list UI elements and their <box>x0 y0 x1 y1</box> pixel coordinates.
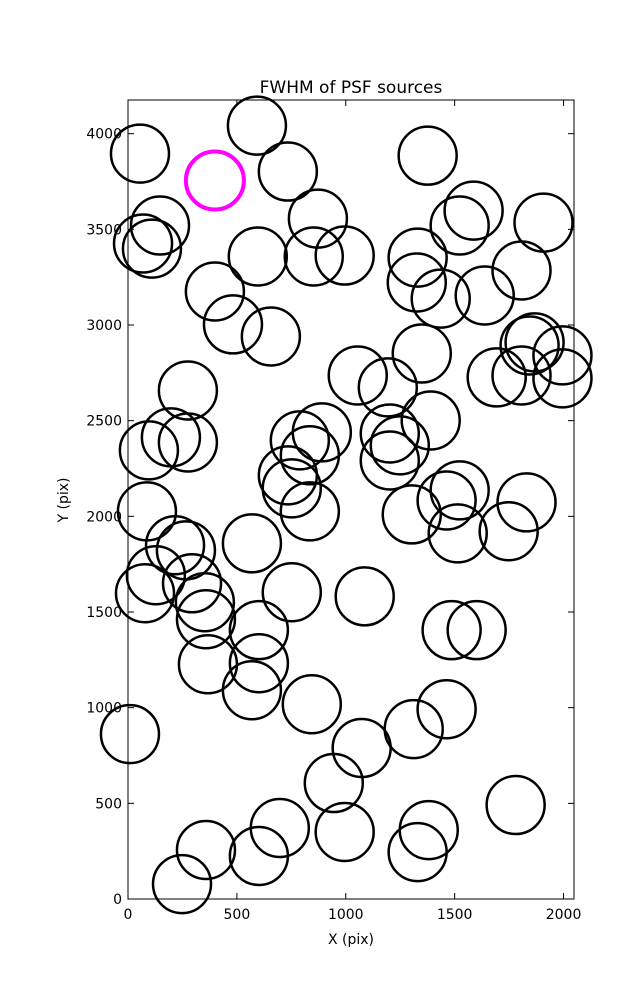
x-tick-label: 2000 <box>546 907 582 923</box>
source-circle <box>421 599 482 661</box>
source-circle <box>357 357 419 418</box>
y-tick-label: 2000 <box>86 509 122 525</box>
source-circle <box>513 192 574 253</box>
source-circle <box>478 501 539 562</box>
source-circle <box>228 825 290 887</box>
source-circle <box>387 227 448 288</box>
y-tick-label: 0 <box>113 892 122 908</box>
source-circle <box>279 425 341 486</box>
source-circle <box>228 599 290 661</box>
source-circle <box>281 673 343 735</box>
source-circle <box>466 347 527 408</box>
source-circle <box>261 562 323 623</box>
source-circle <box>397 125 458 186</box>
source-circle <box>410 268 471 329</box>
source-circle <box>221 660 283 721</box>
source-circle <box>532 348 593 409</box>
source-circle <box>202 294 264 355</box>
source-circle <box>314 225 375 286</box>
source-circle <box>429 460 490 521</box>
x-axis-label: X (pix) <box>328 932 374 948</box>
source-circle <box>157 360 219 421</box>
source-circle <box>183 149 246 212</box>
source-circle <box>314 801 375 863</box>
source-circle <box>391 323 453 384</box>
source-circle <box>184 261 246 322</box>
source-circle <box>485 774 546 836</box>
source-circle <box>387 821 448 883</box>
source-circle <box>443 180 504 241</box>
source-circle <box>121 218 183 279</box>
source-circle <box>327 345 389 406</box>
source-circle <box>228 633 290 694</box>
source-circle <box>334 566 395 627</box>
source-circle <box>446 599 507 661</box>
plot-frame <box>127 99 575 900</box>
source-circle <box>161 553 223 614</box>
source-circle <box>283 226 345 287</box>
source-circle <box>129 195 191 256</box>
source-circle <box>125 545 187 606</box>
y-tick-label: 1500 <box>86 605 122 621</box>
source-circle <box>240 306 302 367</box>
source-circle <box>359 403 421 464</box>
source-circle <box>109 123 171 184</box>
source-circle <box>151 853 213 915</box>
source-circle <box>303 752 365 814</box>
source-circle <box>257 141 319 202</box>
source-circle <box>226 95 288 156</box>
x-tick-label: 0 <box>124 907 133 923</box>
source-circle <box>118 420 180 481</box>
source-circle <box>175 819 237 881</box>
source-circle <box>140 407 202 468</box>
source-circle <box>144 514 206 576</box>
source-circle <box>496 472 557 533</box>
source-circle <box>383 698 444 760</box>
source-circle <box>386 252 448 313</box>
source-circle <box>269 410 331 471</box>
source-circle <box>491 240 552 301</box>
source-circle <box>112 213 174 274</box>
x-tick-label: 1000 <box>328 907 364 923</box>
source-circle <box>499 315 560 376</box>
source-circle <box>369 415 431 476</box>
source-circle <box>175 589 237 650</box>
source-circle <box>398 799 459 861</box>
source-circle <box>221 513 283 574</box>
y-axis-label: Y (pix) <box>56 478 72 524</box>
source-circle <box>429 195 490 256</box>
y-tick-label: 3000 <box>86 318 122 334</box>
source-circle <box>157 412 219 473</box>
chart-title: FWHM of PSF sources <box>260 78 443 98</box>
source-circle <box>279 481 341 542</box>
y-tick-label: 3500 <box>86 222 122 238</box>
source-circle <box>400 390 461 451</box>
source-circle <box>416 678 477 740</box>
x-tick-label: 500 <box>224 907 251 923</box>
source-circle <box>491 345 552 406</box>
source-circle <box>114 563 176 624</box>
x-tick-label: 1500 <box>437 907 473 923</box>
source-circle <box>261 458 323 519</box>
source-circle <box>99 703 161 765</box>
source-circle <box>381 484 443 545</box>
source-circle <box>331 717 392 779</box>
y-tick-label: 500 <box>95 796 122 812</box>
source-circle <box>227 226 289 287</box>
y-tick-label: 2500 <box>86 414 122 430</box>
y-tick-label: 4000 <box>86 127 122 143</box>
y-tick-label: 1000 <box>86 701 122 717</box>
source-circle <box>174 571 236 633</box>
source-circle <box>454 265 515 326</box>
source-circle <box>427 503 488 564</box>
source-circle <box>416 470 477 531</box>
source-circle <box>116 481 178 542</box>
source-circle <box>177 633 239 695</box>
source-circle <box>359 430 421 491</box>
source-circle <box>532 325 593 386</box>
